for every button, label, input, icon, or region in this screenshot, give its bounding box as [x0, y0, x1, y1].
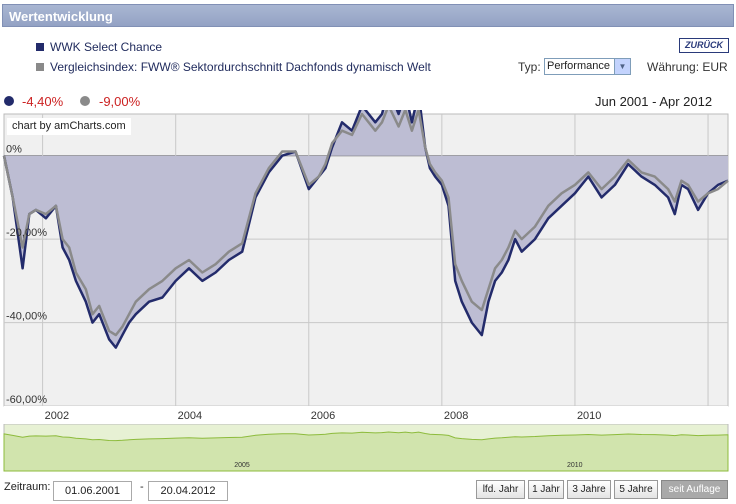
chevron-down-icon[interactable]: ▼ — [614, 59, 630, 74]
y-tick-label: -60,00% — [6, 394, 47, 406]
series-line-index — [2, 110, 729, 337]
title-bar: Wertentwicklung — [0, 0, 736, 30]
legend-swatch-index — [36, 63, 44, 71]
x-tick-label: 2002 — [45, 410, 69, 422]
period-label: Jun 2001 - Apr 2012 — [595, 94, 713, 109]
typ-select-value: Performance — [547, 60, 610, 72]
chart-credit: chart by amCharts.com — [7, 118, 131, 135]
typ-select[interactable]: Performance ▼ — [544, 58, 631, 75]
fund-performance-value: -4,40% — [22, 94, 64, 109]
legend-item-fund: WWK Select Chance — [36, 40, 162, 54]
date-separator: - — [140, 481, 144, 493]
x-tick-label: 2004 — [178, 410, 202, 422]
navigator-area — [3, 431, 729, 472]
x-tick-label: 2010 — [577, 410, 601, 422]
date-to-input[interactable]: 20.04.2012 — [148, 481, 228, 501]
navigator-label: 2005 — [234, 462, 250, 469]
performance-chart[interactable]: 0% -20,00% -40,00% -60,00% 2002 2004 2006 2008… — [0, 110, 736, 440]
index-performance-value: -9,00% — [99, 94, 141, 109]
x-tick-label: 2006 — [311, 410, 335, 422]
navigator-chart[interactable]: 2005 2010 — [0, 424, 736, 472]
x-tick-label: 2008 — [444, 410, 468, 422]
currency-label: Währung: EUR — [647, 60, 728, 74]
period-button-3y[interactable]: 3 Jahre — [567, 480, 611, 499]
back-button[interactable]: ZURÜCK — [679, 38, 729, 53]
page-title: Wertentwicklung — [9, 9, 113, 24]
legend-label-index: Vergleichsindex: FWW® Sektordurchschnitt… — [50, 60, 431, 74]
zeitraum-label: Zeitraum: — [4, 481, 51, 493]
y-tick-label: 0% — [6, 144, 22, 156]
fund-performance-dot — [4, 96, 14, 106]
period-button-5y[interactable]: 5 Jahre — [614, 480, 658, 499]
legend-swatch-fund — [36, 43, 44, 51]
legend-label-fund: WWK Select Chance — [50, 40, 163, 54]
y-tick-label: -40,00% — [6, 311, 47, 323]
period-button-ytd[interactable]: lfd. Jahr — [476, 480, 525, 499]
index-performance-dot — [80, 96, 90, 106]
series-area-fund — [4, 110, 728, 348]
date-from-input[interactable]: 01.06.2001 — [53, 481, 132, 501]
x-axis-band — [4, 406, 728, 423]
period-button-since-inception[interactable]: seit Auflage — [661, 480, 728, 499]
typ-label: Typ: — [518, 60, 541, 74]
title-bar-background: Wertentwicklung — [2, 4, 734, 27]
navigator-label: 2010 — [567, 462, 583, 469]
series-line-fund — [2, 110, 729, 349]
y-tick-label: -20,00% — [6, 227, 47, 239]
period-button-1y[interactable]: 1 Jahr — [528, 480, 564, 499]
legend-item-index: Vergleichsindex: FWW® Sektordurchschnitt… — [36, 60, 431, 74]
